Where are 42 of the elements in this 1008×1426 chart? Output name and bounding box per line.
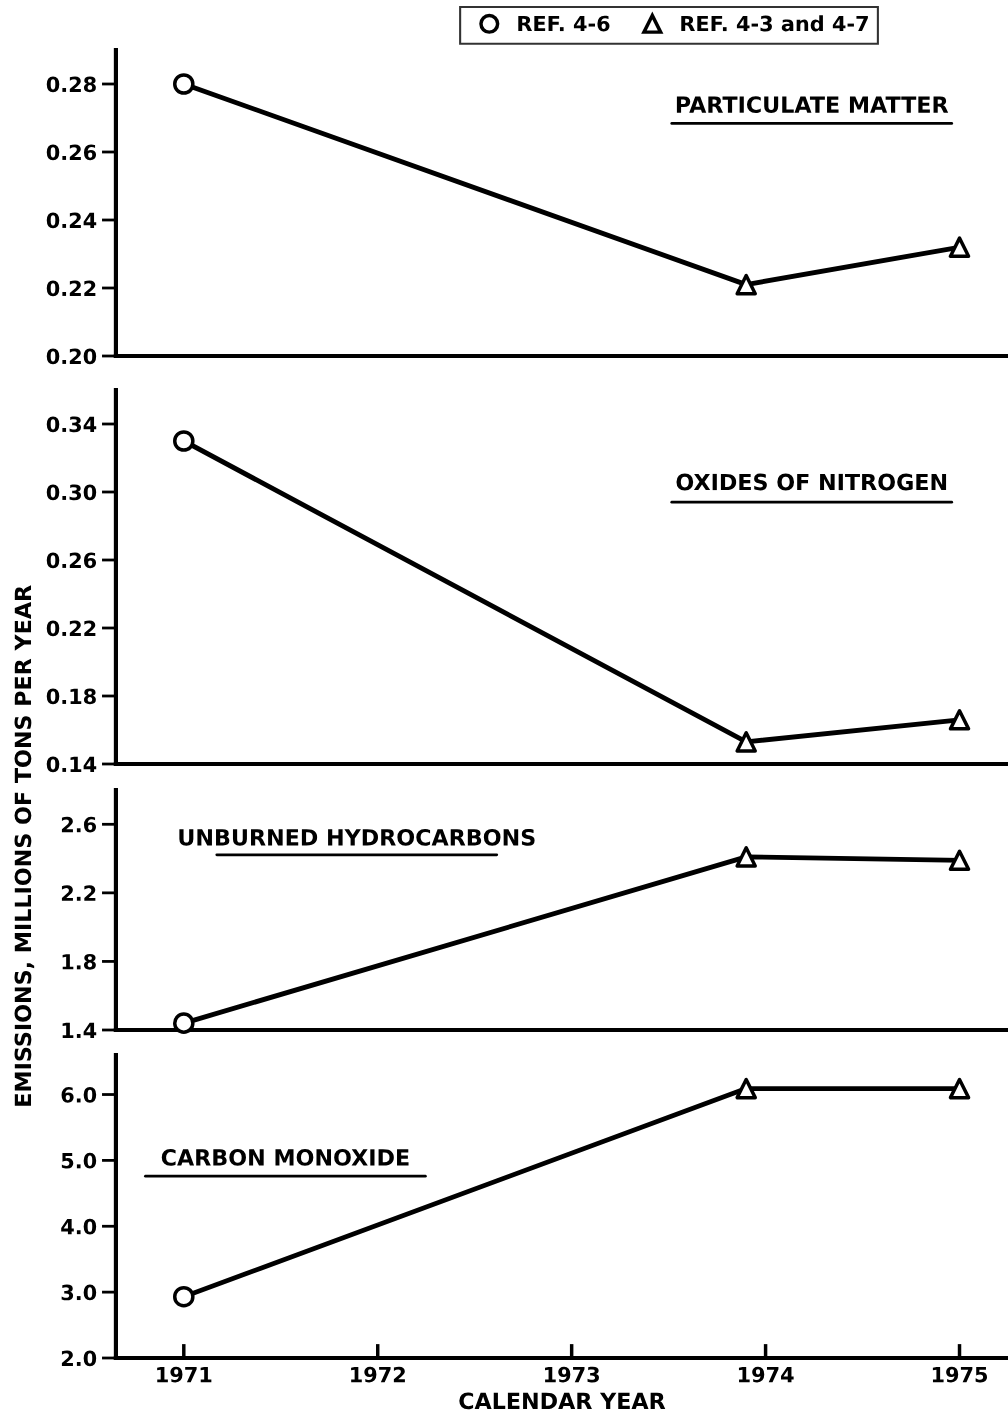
y-tick-label: 1.4 [62, 1022, 97, 1038]
x-tick-label: 1974 [738, 1366, 794, 1383]
y-tick-label: 2.2 [61, 885, 96, 901]
x-tick-label: 1971 [157, 1366, 212, 1383]
annotation: PARTICULATE MATTER [676, 96, 949, 114]
point [735, 273, 757, 296]
point [735, 846, 757, 868]
y-tick-label: 4.0 [61, 1218, 97, 1235]
y-tick-label: 1.8 [62, 953, 96, 970]
point [735, 731, 757, 753]
y-tick-label: 2.6 [61, 816, 97, 833]
point [948, 236, 971, 258]
y-tick-label: 0.24 [46, 212, 97, 229]
y-tick-label: 0.34 [46, 416, 97, 433]
y-tick-label: 0.20 [46, 348, 97, 365]
point [948, 709, 971, 731]
annotation: UNBURNED HYDROCARBONS [179, 828, 535, 846]
y-tick-label: 6.0 [61, 1086, 97, 1103]
y-tick-label: 0.14 [46, 756, 97, 773]
y-tick-label: 0.18 [46, 688, 96, 705]
y-tick-label: 0.26 [46, 144, 97, 161]
annotation: CARBON MONOXIDE [161, 1149, 409, 1166]
point [173, 1012, 195, 1034]
y-tick-label: 2.0 [61, 1350, 97, 1367]
legend-label: REF. 4-6 [518, 15, 610, 32]
y-tick-label: 5.0 [61, 1152, 97, 1169]
y-tick-label: 0.28 [46, 76, 96, 93]
point [948, 849, 971, 872]
y-tick-label: 0.30 [46, 484, 97, 501]
point [173, 430, 195, 452]
x-axis-title: CALENDAR YEAR [459, 1392, 666, 1410]
legend-label: REF. 4-3 and 4-7 [681, 15, 868, 32]
annotation: OXIDES OF NITROGEN [676, 473, 947, 491]
y-tick-label: 0.22 [46, 620, 96, 637]
x-tick-label: 1973 [545, 1366, 599, 1383]
point [173, 73, 195, 95]
x-tick-label: 1972 [351, 1366, 405, 1383]
y-tick-label: 0.26 [46, 552, 97, 569]
x-tick-label: 1975 [932, 1366, 988, 1383]
y-axis-title: EMISSIONS, MILLIONS OF TONS PER YEAR [14, 585, 35, 1106]
y-tick-label: 0.22 [46, 280, 96, 297]
y-tick-label: 3.0 [61, 1284, 97, 1301]
